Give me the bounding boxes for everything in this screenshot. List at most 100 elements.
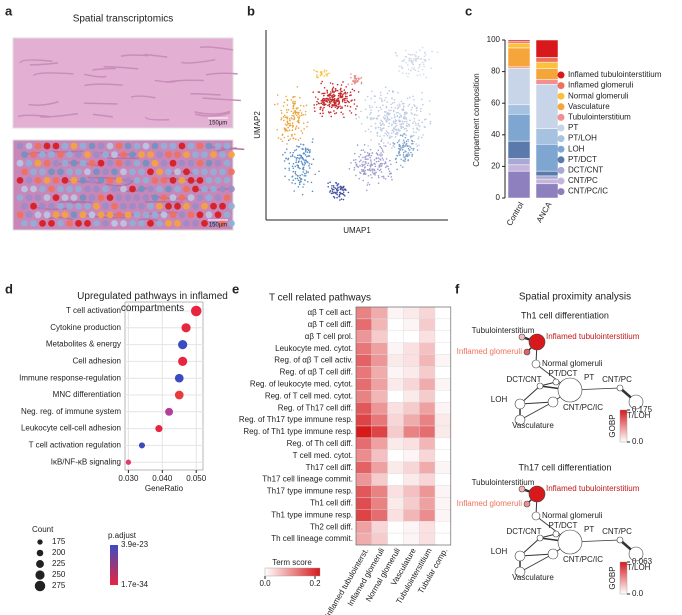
umap-cell [371, 168, 373, 171]
node-label: DCT/CNT [506, 375, 541, 384]
dot [125, 459, 132, 465]
umap-cell [276, 94, 279, 96]
umap-cell [277, 137, 280, 139]
umap-cell [296, 177, 299, 180]
spot [52, 142, 60, 150]
plot-area [124, 301, 204, 471]
umap-cell [395, 119, 398, 122]
spot [228, 168, 235, 176]
umap-cell [286, 98, 289, 101]
umap-cell [378, 114, 380, 117]
spot [25, 177, 33, 184]
spot [48, 185, 55, 193]
heat-cell [387, 473, 404, 486]
umap-cell [401, 67, 404, 70]
spot [205, 177, 213, 184]
umap-cell [305, 155, 308, 158]
umap-cell [390, 172, 392, 175]
umap-cell [297, 146, 300, 148]
umap-cell [371, 106, 373, 108]
umap-cell [392, 120, 395, 122]
umap-cell [297, 175, 299, 177]
umap-cell [276, 103, 279, 105]
umap-cell [382, 127, 385, 129]
umap-cell [332, 86, 335, 89]
umap-cell [330, 115, 333, 118]
umap-cell [326, 90, 329, 92]
spot [205, 142, 213, 150]
umap-cell [388, 122, 391, 125]
umap-cell [280, 112, 283, 114]
umap-cell [384, 161, 387, 163]
umap-cell [298, 145, 301, 148]
umap-cell [354, 161, 357, 164]
umap-cell [330, 100, 333, 103]
umap-cell [394, 135, 397, 138]
umap-cell [409, 146, 412, 148]
panel-title: T cell related pathways [269, 293, 371, 304]
umap-cell [402, 122, 404, 125]
y-tick-label: Neg. reg. of immune system [21, 407, 121, 416]
umap-cell [284, 123, 287, 126]
umap-cell [397, 128, 400, 131]
y-axis-label: Compartment composition [472, 73, 481, 166]
umap-cell [337, 97, 339, 100]
node-label: Inflamed tubulointerstitium [546, 484, 640, 493]
dot [174, 390, 184, 400]
umap-cell [394, 119, 397, 121]
heat-cell [434, 461, 452, 474]
node-label: Vasculature [512, 573, 554, 582]
umap-cell [412, 149, 415, 151]
umap-cell [430, 67, 432, 70]
tissue-texture [130, 95, 156, 99]
umap-cell [310, 163, 313, 166]
colorbar-tick-label: 0.2 [309, 579, 321, 588]
umap-cell [327, 104, 329, 107]
bar-segment [535, 183, 559, 199]
umap-cell [402, 60, 404, 63]
umap-cell [308, 151, 311, 154]
spot [174, 220, 181, 227]
umap-cell [313, 104, 316, 106]
umap-cell [291, 118, 293, 120]
spot [111, 202, 118, 210]
spot [61, 177, 69, 184]
umap-cell [273, 103, 276, 106]
heat-cell [371, 437, 388, 450]
umap-cell [366, 164, 369, 167]
heat-cell [355, 485, 373, 498]
umap-cell [397, 147, 400, 150]
row-label: Reg. of Th17 cell diff. [278, 403, 353, 412]
umap-cell [346, 95, 348, 98]
umap-cell [340, 111, 343, 114]
umap-cell [334, 191, 336, 194]
spot [124, 194, 132, 202]
umap-cell [412, 134, 415, 137]
spot [34, 194, 42, 202]
heat-cell [403, 509, 420, 522]
umap-cell [412, 127, 415, 130]
umap-cell [369, 159, 372, 161]
heat-cell [387, 425, 404, 439]
colorbar-tick-label: 0.0 [259, 579, 271, 588]
node [523, 500, 531, 508]
y-tick-label: IκB/NF-κB signaling [51, 457, 121, 466]
umap-cell [395, 54, 398, 57]
legend-label: 200 [52, 548, 66, 557]
umap-cell [295, 127, 297, 129]
tissue-texture [39, 113, 79, 118]
umap-cell [344, 188, 347, 191]
umap-cell [405, 150, 407, 153]
heat-cell [419, 306, 436, 320]
umap-cell [408, 72, 410, 75]
umap-cell [327, 182, 329, 184]
umap-cell [305, 170, 308, 172]
umap-cell [280, 118, 282, 121]
umap-cell [298, 160, 300, 162]
umap-cell [319, 74, 322, 77]
heat-cell [434, 509, 452, 522]
umap-cell [329, 82, 332, 84]
umap-cell [422, 63, 425, 66]
spot [187, 194, 195, 202]
